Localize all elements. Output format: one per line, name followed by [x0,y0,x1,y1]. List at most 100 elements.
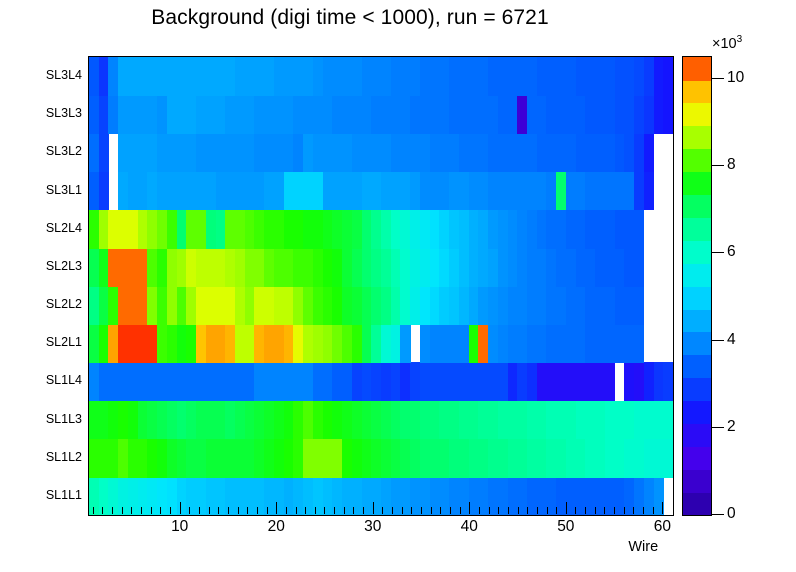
heatmap-cell [634,286,645,325]
heatmap-cell [604,400,616,440]
heatmap-cell [108,438,119,478]
heatmap-cell [264,324,275,364]
color-scale-exponent-power: 3 [736,34,743,45]
x-axis-tick [469,502,470,514]
color-scale-band [683,308,711,333]
heatmap-cell [196,171,207,211]
heatmap-cell [497,247,509,287]
heatmap-cell [118,95,129,135]
heatmap-cell [410,171,421,211]
heatmap-cell [293,362,304,402]
heatmap-cell [624,324,635,364]
y-axis-label: SL3L1 [45,182,82,197]
heatmap-cell [157,95,168,135]
color-scale-band [683,102,711,127]
heatmap-cell [458,95,470,135]
heatmap-cell [225,95,236,135]
heatmap-cell [458,209,470,249]
heatmap-cell [361,286,372,325]
heatmap-cell [118,438,129,478]
color-scale-tick [711,252,724,253]
heatmap-cell [342,133,353,173]
heatmap-cell [419,133,431,173]
heatmap-cell [303,362,314,402]
heatmap-cell [556,171,567,211]
heatmap-cell [166,324,178,364]
heatmap-cell [283,438,295,478]
heatmap-cell [244,362,256,402]
heatmap-cell [303,400,314,440]
heatmap-cell [98,247,110,287]
heatmap-cell [643,171,655,211]
x-axis-tick [180,502,181,514]
x-axis-tick [575,507,576,514]
heatmap-cell [186,95,197,135]
x-axis-tick [189,507,190,514]
heatmap-cell [614,133,626,173]
heatmap-cell [186,476,197,515]
x-axis-tick [595,507,596,514]
color-scale-tick-label: 8 [727,156,736,174]
color-scale-band [683,377,711,402]
heatmap-cell [449,286,460,325]
heatmap-cell [381,57,392,96]
heatmap-cell [205,171,217,211]
heatmap-cell [556,133,567,173]
heatmap-cell [332,171,343,211]
heatmap-cell [89,247,100,287]
heatmap-cell [235,57,246,96]
heatmap-cell [322,247,334,287]
heatmap-cell [108,476,119,515]
heatmap-cell [147,95,158,135]
x-axis-tick [498,507,499,514]
heatmap-cell [264,438,275,478]
heatmap-cell [624,171,635,211]
x-axis-tick [431,507,432,514]
heatmap-cell [264,171,275,211]
heatmap-cell [419,171,431,211]
heatmap-cell [468,438,480,478]
heatmap-cell [527,133,538,173]
heatmap-cell [371,209,382,249]
heatmap-cell [127,324,139,364]
x-axis-tick [440,507,441,514]
heatmap-cell [342,57,353,96]
heatmap-cell [449,324,460,364]
heatmap-cell [351,133,363,173]
heatmap-cell [546,362,557,402]
heatmap-cell [410,476,421,515]
color-scale-band [683,331,711,356]
heatmap-cell [449,95,460,135]
x-axis-tick [267,507,268,514]
x-axis-tick [218,507,219,514]
heatmap-cell [371,57,382,96]
heatmap-cell [634,247,645,287]
heatmap-cell [137,324,149,364]
heatmap-cell [264,362,275,402]
x-axis-tick [421,507,422,514]
heatmap-cell [98,286,110,325]
heatmap-cell [575,133,587,173]
heatmap-cell [225,247,236,287]
heatmap-cell [235,324,246,364]
heatmap-cell [468,95,480,135]
heatmap-cell [108,247,119,287]
heatmap-cell [351,362,363,402]
heatmap-cell [98,400,110,440]
heatmap-cell [565,362,577,402]
heatmap-cell [273,57,285,96]
heatmap-cell [118,324,129,364]
heatmap-cell [215,438,226,478]
heatmap-cell [595,476,606,515]
heatmap-cell [381,209,392,249]
heatmap-cell [108,286,119,325]
heatmap-cell [176,209,188,249]
heatmap-cell [98,95,110,135]
heatmap-cell [439,286,450,325]
heatmap-cell [565,133,577,173]
heatmap-cell [273,95,285,135]
heatmap-cell [205,438,217,478]
heatmap-cell [147,247,158,287]
heatmap-cell [478,95,489,135]
heatmap-cell [118,247,129,287]
